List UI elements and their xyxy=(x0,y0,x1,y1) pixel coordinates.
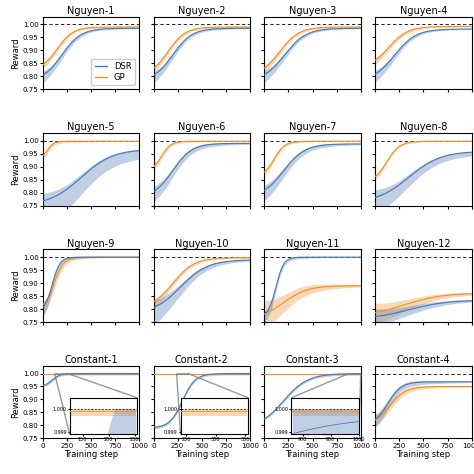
Title: Nguyen-4: Nguyen-4 xyxy=(400,6,447,16)
Title: Constant-2: Constant-2 xyxy=(175,355,228,365)
Title: Nguyen-7: Nguyen-7 xyxy=(289,122,337,132)
Title: Nguyen-8: Nguyen-8 xyxy=(400,122,447,132)
Title: Nguyen-12: Nguyen-12 xyxy=(397,238,450,248)
X-axis label: Training step: Training step xyxy=(64,450,118,459)
Title: Nguyen-6: Nguyen-6 xyxy=(178,122,226,132)
Title: Nguyen-1: Nguyen-1 xyxy=(67,6,115,16)
Y-axis label: Reward: Reward xyxy=(11,154,20,185)
Title: Nguyen-10: Nguyen-10 xyxy=(175,238,228,248)
Title: Nguyen-2: Nguyen-2 xyxy=(178,6,226,16)
X-axis label: Training step: Training step xyxy=(174,450,229,459)
Title: Nguyen-3: Nguyen-3 xyxy=(289,6,336,16)
Title: Constant-4: Constant-4 xyxy=(397,355,450,365)
Title: Nguyen-5: Nguyen-5 xyxy=(67,122,115,132)
Title: Nguyen-11: Nguyen-11 xyxy=(286,238,339,248)
Y-axis label: Reward: Reward xyxy=(11,270,20,301)
X-axis label: Training step: Training step xyxy=(396,450,450,459)
Y-axis label: Reward: Reward xyxy=(11,37,20,69)
Title: Nguyen-9: Nguyen-9 xyxy=(67,238,115,248)
Legend: DSR, GP: DSR, GP xyxy=(91,59,135,85)
X-axis label: Training step: Training step xyxy=(285,450,340,459)
Title: Constant-1: Constant-1 xyxy=(64,355,118,365)
Title: Constant-3: Constant-3 xyxy=(286,355,339,365)
Y-axis label: Reward: Reward xyxy=(11,386,20,418)
